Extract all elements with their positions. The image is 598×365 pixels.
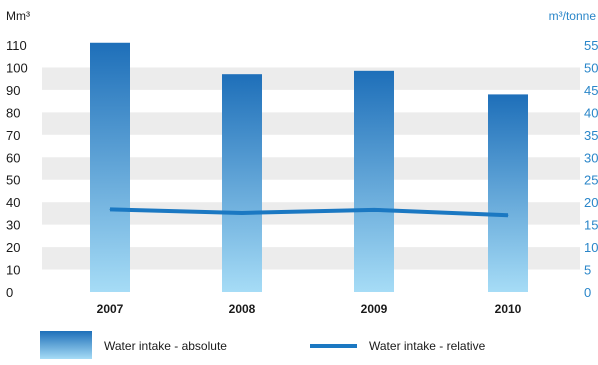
right-tick-label: 40 [584,105,598,120]
right-tick-label: 5 [584,263,591,278]
bars [90,42,528,293]
relative-line-layer [109,207,509,218]
legend: Water intake - absolute Water intake - r… [40,331,486,359]
left-tick-label: 110 [6,38,27,53]
right-tick-label: 0 [584,285,591,300]
right-tick-label: 10 [584,240,598,255]
bar-2010 [488,94,528,293]
bar-2008 [222,74,262,292]
relative-intake-point-2007 [109,208,111,210]
relative-intake-line [109,207,509,218]
bar-2009 [354,70,394,292]
left-tick-label: 90 [6,83,20,98]
left-tick-label: 60 [6,150,20,165]
left-tick-label: 30 [6,218,20,233]
left-tick-label: 40 [6,195,20,210]
right-tick-label: 20 [584,195,598,210]
bar-2007 [90,42,130,292]
left-tick-label: 20 [6,240,20,255]
right-tick-label: 55 [584,38,598,53]
grid-band [42,157,580,180]
left-axis-unit: Mm³ [6,9,30,23]
right-tick-label: 45 [584,83,598,98]
legend-swatch-absolute [40,331,92,359]
legend-label-relative: Water intake - relative [369,339,486,353]
legend-label-absolute: Water intake - absolute [104,339,227,353]
left-tick-label: 100 [6,60,28,75]
right-tick-label: 25 [584,173,598,188]
x-axis-ticks: 2007 2008 2009 2010 [97,302,522,316]
left-tick-label: 50 [6,173,20,188]
grid [42,67,580,270]
relative-intake-point-2010 [507,214,509,216]
x-tick-label: 2010 [495,302,522,316]
relative-intake-point-2008 [241,212,243,214]
left-tick-label: 70 [6,128,20,143]
grid-band [42,112,580,135]
x-tick-label: 2007 [97,302,124,316]
x-tick-label: 2009 [361,302,388,316]
left-axis-ticks: 0 10 20 30 40 50 60 70 80 90 100 110 [6,38,28,300]
right-axis-ticks: 0 5 10 15 20 25 30 35 40 45 50 55 [584,38,598,300]
right-tick-label: 35 [584,128,598,143]
left-tick-label: 10 [6,263,20,278]
grid-band [42,67,580,90]
right-axis-unit: m³/tonne [549,9,597,23]
grid-band [42,247,580,270]
right-tick-label: 50 [584,60,598,75]
left-tick-label: 0 [6,285,13,300]
right-tick-label: 30 [584,150,598,165]
grid-band [42,202,580,225]
x-tick-label: 2008 [229,302,256,316]
left-tick-label: 80 [6,105,20,120]
right-tick-label: 15 [584,218,598,233]
relative-intake-point-2009 [373,209,375,211]
